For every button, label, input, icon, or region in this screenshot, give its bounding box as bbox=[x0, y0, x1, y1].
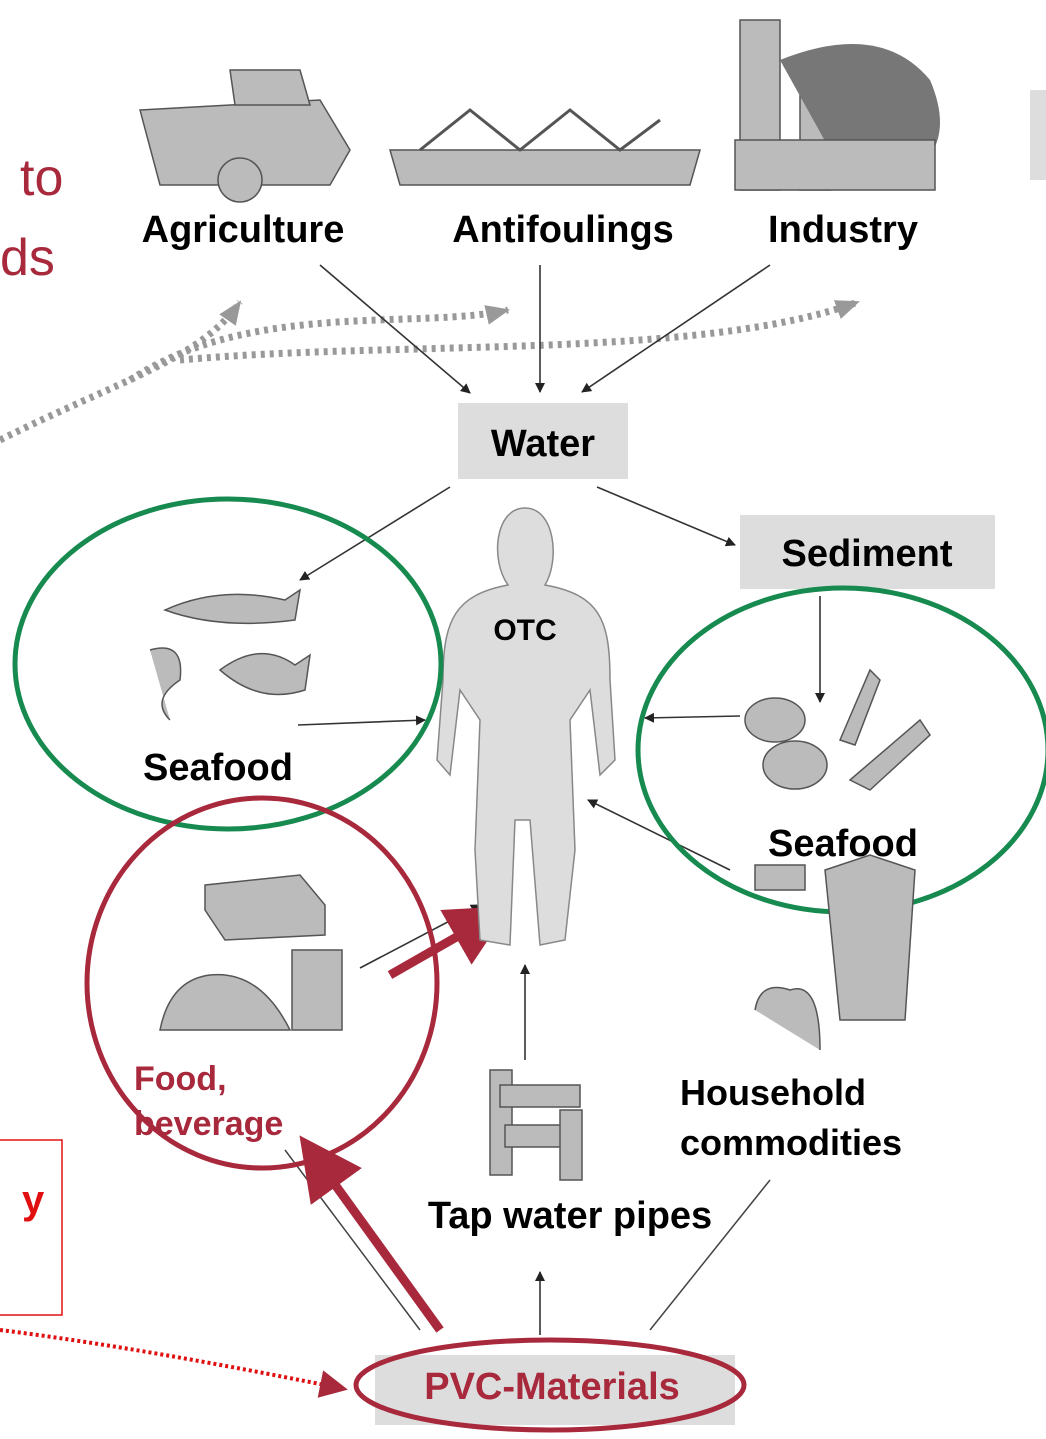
source-label: Antifoulings bbox=[452, 209, 674, 251]
cropped-text: to bbox=[20, 149, 63, 207]
line bbox=[649, 1179, 771, 1331]
icon-agriculture bbox=[139, 69, 351, 203]
arrow bbox=[596, 486, 736, 547]
icon-food bbox=[159, 874, 343, 1031]
red-box bbox=[0, 1139, 63, 1316]
body-label: OTC bbox=[493, 614, 556, 647]
arrow bbox=[587, 799, 731, 871]
icon-household bbox=[754, 854, 916, 1051]
pvc-label: PVC-Materials bbox=[424, 1366, 680, 1408]
dotted-red-arrow bbox=[0, 1328, 348, 1398]
seafood-ellipse bbox=[12, 496, 444, 832]
arrow bbox=[299, 486, 451, 581]
pvc-ellipse bbox=[353, 1337, 747, 1433]
household-label: Household bbox=[680, 1072, 866, 1113]
line bbox=[284, 1149, 421, 1331]
food-label: Food, bbox=[134, 1060, 227, 1098]
food-label: beverage bbox=[134, 1105, 283, 1143]
sediment-label: Sediment bbox=[781, 533, 952, 575]
icon-pipes bbox=[489, 1069, 583, 1181]
source-label: Industry bbox=[768, 209, 918, 251]
water-label: Water bbox=[491, 423, 595, 465]
dotted-arrows bbox=[0, 298, 860, 444]
cropped-text: ds bbox=[0, 229, 55, 287]
source-label: Agriculture bbox=[142, 209, 345, 251]
water-box bbox=[458, 403, 628, 479]
food-ellipse bbox=[84, 795, 440, 1171]
household-label: commodities bbox=[680, 1122, 902, 1163]
red-arrow bbox=[387, 906, 511, 979]
red-arrow bbox=[299, 1135, 444, 1333]
human-body bbox=[436, 507, 616, 946]
arrow bbox=[297, 715, 426, 726]
tap-label: Tap water pipes bbox=[428, 1195, 712, 1237]
cropped-icon bbox=[1030, 90, 1046, 180]
arrow bbox=[319, 264, 471, 394]
sediment-box bbox=[740, 515, 995, 589]
pvc-box bbox=[375, 1355, 735, 1425]
cropped-text: y bbox=[22, 1178, 45, 1222]
arrow bbox=[581, 264, 771, 393]
icon-shellfish bbox=[744, 668, 931, 791]
icon-factory bbox=[734, 19, 940, 191]
seafood-label: Seafood bbox=[768, 823, 918, 865]
icon-ship bbox=[389, 108, 701, 186]
seafood-label: Seafood bbox=[143, 747, 293, 789]
arrow bbox=[644, 712, 741, 723]
icon-fish bbox=[149, 588, 311, 721]
